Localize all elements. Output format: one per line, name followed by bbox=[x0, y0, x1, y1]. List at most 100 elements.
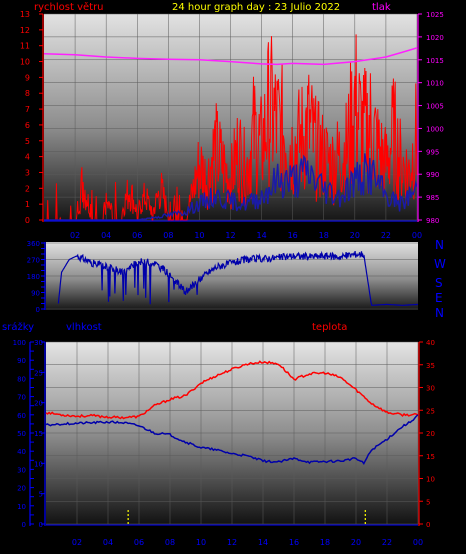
temperature-tick-label: 25 bbox=[426, 407, 435, 415]
top-left-tick-label: 8 bbox=[25, 89, 30, 98]
bottom-x-tick-label: 20 bbox=[351, 538, 361, 547]
top-left-tick-label: 6 bbox=[25, 121, 30, 130]
rain-tick-label: 0 bbox=[22, 521, 26, 529]
direction-label-n2: N bbox=[435, 306, 444, 320]
top-right-tick-label: 985 bbox=[426, 194, 439, 202]
series-pressure bbox=[43, 47, 418, 66]
top-left-tick-label: 9 bbox=[25, 73, 30, 82]
temperature-tick-label: 5 bbox=[426, 498, 430, 506]
rain-tick-label: 60 bbox=[17, 412, 26, 420]
top-right-tick-label: 1015 bbox=[426, 57, 444, 65]
series-temperature bbox=[45, 360, 419, 420]
top-x-tick-label: 04 bbox=[101, 231, 111, 240]
humidity-tick-label: 25 bbox=[34, 369, 43, 377]
wind-label: rychlost větru bbox=[34, 1, 104, 13]
middle-tick-label: 90 bbox=[31, 290, 40, 298]
middle-tick-label: 360 bbox=[27, 240, 40, 248]
rain-tick-label: 40 bbox=[17, 448, 26, 456]
top-left-tick-label: 3 bbox=[25, 168, 30, 177]
middle-gridlines bbox=[46, 242, 418, 310]
temperature-tick-label: 10 bbox=[426, 476, 435, 484]
temperature-label: teplota bbox=[312, 322, 347, 333]
top-x-tick-label: 18 bbox=[319, 231, 329, 240]
humidity-tick-label: 5 bbox=[39, 491, 43, 499]
top-left-tick-label: 11 bbox=[20, 42, 30, 51]
top-right-tick-label: 1010 bbox=[426, 80, 444, 88]
series-wind-speed bbox=[44, 34, 418, 221]
bottom-series bbox=[45, 360, 419, 524]
top-right-tick-label: 1000 bbox=[426, 125, 444, 133]
graph-title: 24 hour graph day : 23 Julio 2022 bbox=[172, 2, 340, 13]
top-x-tick-label: 16 bbox=[288, 231, 298, 240]
direction-label-n: N bbox=[435, 238, 444, 252]
pressure-label: tlak bbox=[372, 2, 391, 13]
middle-series bbox=[57, 250, 419, 306]
top-right-tick-label: 1020 bbox=[426, 34, 444, 42]
bottom-axes: 02 04 06 08 10 12 14 16 18 20 22 000102030405060708… bbox=[13, 339, 435, 547]
middle-tick-label: 0 bbox=[36, 306, 40, 314]
bottom-gridlines bbox=[46, 341, 419, 525]
top-right-tick-label: 1025 bbox=[426, 11, 444, 19]
bottom-x-tick-label: 00 bbox=[413, 538, 423, 547]
top-axes: 02 04 06 08 10 12 14 16 18 20 22 000123456789101112… bbox=[20, 10, 444, 240]
top-x-tick-label: 12 bbox=[225, 231, 235, 240]
top-x-tick-label: 08 bbox=[163, 231, 173, 240]
temperature-tick-label: 35 bbox=[426, 362, 435, 370]
middle-tick-label: 270 bbox=[27, 257, 40, 265]
top-left-tick-label: 0 bbox=[25, 216, 30, 225]
temperature-tick-label: 20 bbox=[426, 430, 435, 438]
humidity-label: vlhkost bbox=[66, 322, 102, 333]
series-wind-direction bbox=[57, 250, 419, 306]
humidity-tick-label: 0 bbox=[39, 521, 43, 529]
direction-label-e: E bbox=[435, 291, 443, 305]
rain-tick-label: 10 bbox=[17, 503, 26, 511]
humidity-tick-label: 20 bbox=[34, 400, 43, 408]
direction-label-s: S bbox=[435, 276, 443, 290]
top-x-tick-label: 10 bbox=[194, 231, 204, 240]
bottom-x-tick-label: 10 bbox=[196, 538, 206, 547]
bottom-x-tick-label: 02 bbox=[72, 538, 82, 547]
rain-tick-label: 100 bbox=[13, 339, 26, 347]
bottom-x-tick-label: 12 bbox=[227, 538, 237, 547]
bottom-x-tick-label: 16 bbox=[289, 538, 299, 547]
bottom-x-tick-label: 08 bbox=[165, 538, 175, 547]
top-left-tick-label: 7 bbox=[25, 105, 30, 114]
top-x-tick-label: 02 bbox=[70, 231, 80, 240]
top-series bbox=[43, 34, 418, 221]
temperature-tick-label: 30 bbox=[426, 385, 435, 393]
top-right-tick-label: 1005 bbox=[426, 103, 444, 111]
top-x-tick-label: 06 bbox=[132, 231, 142, 240]
humidity-tick-label: 30 bbox=[34, 339, 43, 347]
bottom-x-tick-label: 04 bbox=[103, 538, 113, 547]
top-left-tick-label: 1 bbox=[25, 200, 30, 209]
top-x-tick-label: 00 bbox=[412, 231, 422, 240]
series-humidity bbox=[45, 414, 419, 466]
middle-tick-label: 180 bbox=[27, 273, 40, 281]
bottom-x-tick-label: 18 bbox=[320, 538, 330, 547]
rain-tick-label: 20 bbox=[17, 485, 26, 493]
bottom-x-tick-label: 06 bbox=[134, 538, 144, 547]
rain-label: srážky bbox=[2, 321, 34, 333]
top-x-tick-label: 20 bbox=[350, 231, 360, 240]
rain-tick-label: 90 bbox=[17, 357, 26, 365]
direction-label-w: W bbox=[434, 257, 446, 271]
top-x-tick-label: 14 bbox=[256, 231, 266, 240]
top-x-tick-label: 22 bbox=[381, 231, 391, 240]
top-right-tick-label: 995 bbox=[426, 148, 439, 156]
series-wind-secondary bbox=[44, 153, 418, 221]
top-right-tick-label: 980 bbox=[426, 217, 439, 225]
top-left-tick-label: 10 bbox=[20, 58, 30, 67]
humidity-tick-label: 15 bbox=[34, 430, 43, 438]
temperature-tick-label: 40 bbox=[426, 339, 435, 347]
top-left-tick-label: 2 bbox=[25, 184, 30, 193]
top-left-tick-label: 12 bbox=[20, 26, 30, 35]
bottom-x-tick-label: 14 bbox=[258, 538, 268, 547]
rain-tick-label: 70 bbox=[17, 394, 26, 402]
rain-tick-label: 30 bbox=[17, 466, 26, 474]
top-left-tick-label: 4 bbox=[25, 153, 30, 162]
temperature-tick-label: 15 bbox=[426, 453, 435, 461]
temperature-tick-label: 0 bbox=[426, 521, 430, 529]
middle-axes: 0 90 180 270 360 bbox=[27, 240, 46, 314]
top-left-tick-label: 13 bbox=[20, 10, 30, 19]
